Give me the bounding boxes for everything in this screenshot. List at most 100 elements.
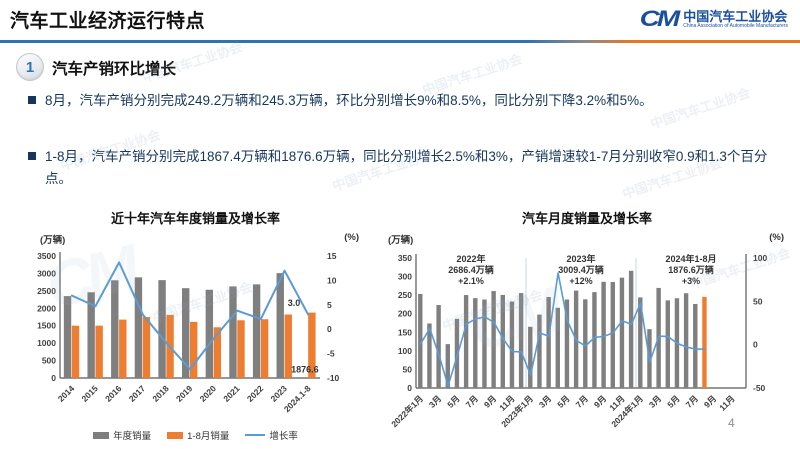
bar <box>638 297 643 388</box>
x-axis-label: 2021 <box>221 383 242 404</box>
x-axis-label: 7月 <box>574 393 590 409</box>
organization-logo: CM 中国汽车工业协会 China Association of Automob… <box>640 5 788 33</box>
chart-title: 近十年汽车年度销量及增长率 <box>110 211 280 226</box>
x-axis-label: 5月 <box>445 393 461 409</box>
bar <box>213 327 222 378</box>
bar <box>134 277 143 378</box>
x-axis-label: 2014 <box>56 383 77 404</box>
legend-swatch-icon <box>167 431 184 439</box>
bar <box>111 280 119 378</box>
right-axis-tick: 0 <box>327 324 332 334</box>
legend-swatch-icon <box>245 434 266 436</box>
annual-chart-canvas: 0 500 1000 1500 2000 2500 3000 3500 -10 -5 0 5 10 15 2… <box>37 251 339 414</box>
legend-label: 增长率 <box>269 431 298 442</box>
growth-line <box>70 261 310 371</box>
left-axis-tick: 0 <box>407 383 412 393</box>
left-axis-tick: 1000 <box>37 338 56 348</box>
bar <box>418 293 423 388</box>
chart-annotation: +12% <box>569 276 592 286</box>
bar <box>518 293 524 388</box>
x-axis-label: 5月 <box>555 393 571 409</box>
left-axis-tick: 2500 <box>37 286 56 296</box>
bar <box>683 293 689 388</box>
x-axis-label: 9月 <box>482 393 498 409</box>
right-axis-tick: 0 <box>753 340 758 350</box>
bar <box>454 318 460 388</box>
right-axis-unit: (%) <box>344 232 359 243</box>
bar <box>229 286 237 378</box>
bar <box>276 273 284 378</box>
left-axis-tick: 200 <box>398 309 412 319</box>
bullet-marker-icon <box>28 152 36 160</box>
chart-annotation: 3.0 <box>288 298 301 308</box>
bullet-marker-icon <box>28 96 36 104</box>
bar <box>142 316 151 378</box>
bar <box>693 303 698 388</box>
bar <box>463 295 469 388</box>
chart-annotation: 2022年 <box>456 253 485 264</box>
chart-annotation: +3% <box>682 276 700 286</box>
x-axis-label: 3月 <box>427 393 443 409</box>
header-divider <box>0 40 800 43</box>
left-axis-unit: (万辆) <box>40 235 66 246</box>
growth-line <box>419 272 706 387</box>
left-axis-tick: 100 <box>398 346 412 356</box>
bar <box>610 282 615 388</box>
left-axis-tick: 300 <box>398 272 412 282</box>
bar <box>95 325 103 378</box>
bar <box>119 319 127 378</box>
bar <box>500 294 505 388</box>
left-axis-tick: 500 <box>42 356 56 366</box>
legend-item: 年度销量 <box>93 428 151 442</box>
bullet-text: 1-8月，汽车产销分别完成1867.4万辆和1876.6万辆，同比分别增长2.5… <box>45 149 768 186</box>
left-axis-tick: 50 <box>403 364 413 374</box>
bullet-text: 8月，汽车产销分别完成249.2万辆和245.3万辆，环比分别增长9%和8.5%… <box>45 93 653 108</box>
bar <box>473 298 478 388</box>
legend-swatch-icon <box>93 431 110 439</box>
bar <box>564 299 570 388</box>
bar <box>87 292 95 378</box>
chart-annotation: 2023年 <box>566 253 595 264</box>
bar <box>158 280 166 378</box>
x-axis-label: 7月 <box>684 393 700 409</box>
x-axis-label: 3月 <box>537 393 553 409</box>
annual-sales-chart: 近十年汽车年度销量及增长率 (万辆) (%) 0 500 1000 1500 2000 2… <box>18 206 373 444</box>
bar <box>71 325 80 378</box>
monthly-sales-chart: 汽车月度销量及增长率 (万辆) (%) 0 50 100 150 200 250 300 35… <box>382 206 792 444</box>
bullet-item: 8月，汽车产销分别完成249.2万辆和245.3万辆，环比分别增长9%和8.5%… <box>28 90 787 112</box>
bar <box>252 284 261 378</box>
chart-annotation: 2686.4万辆 <box>448 264 494 275</box>
legend-label: 年度销量 <box>113 431 152 442</box>
left-axis-tick: 1500 <box>37 321 56 331</box>
bar <box>537 314 542 388</box>
bar <box>308 312 316 378</box>
x-axis-label: 2023 <box>269 383 290 404</box>
bar <box>63 296 72 378</box>
x-axis-label: 9月 <box>592 393 608 409</box>
x-axis-label: 2019 <box>174 383 195 404</box>
bar <box>237 320 245 378</box>
bar <box>628 270 634 388</box>
chart-annotation: 1876.6 <box>291 365 319 375</box>
bar <box>601 281 606 388</box>
left-axis-tick: 150 <box>398 327 412 337</box>
chart-annotation: 1876.6万辆 <box>668 264 714 275</box>
x-axis-label: 2022年1月 <box>389 393 425 429</box>
left-axis-tick: 3500 <box>37 251 56 261</box>
page-title: 汽车工业经济运行特点 <box>10 11 206 32</box>
x-axis-label: 2024.1-8 <box>282 383 313 414</box>
right-axis-tick: 10 <box>327 275 337 285</box>
bar <box>205 289 214 378</box>
x-axis-label: 2018 <box>150 383 171 404</box>
left-axis-tick: 0 <box>51 373 56 383</box>
bar <box>665 300 670 388</box>
chart-legend: 年度销量 1-8月销量 增长率 <box>18 428 373 442</box>
right-axis-unit: (%) <box>769 232 784 243</box>
legend-item: 增长率 <box>245 428 298 442</box>
bar <box>491 291 496 388</box>
chart-annotation: 3009.4万辆 <box>558 264 604 275</box>
bar <box>619 277 625 388</box>
section-number-badge: 1 <box>16 53 44 81</box>
x-axis-label: 2022 <box>245 383 266 404</box>
